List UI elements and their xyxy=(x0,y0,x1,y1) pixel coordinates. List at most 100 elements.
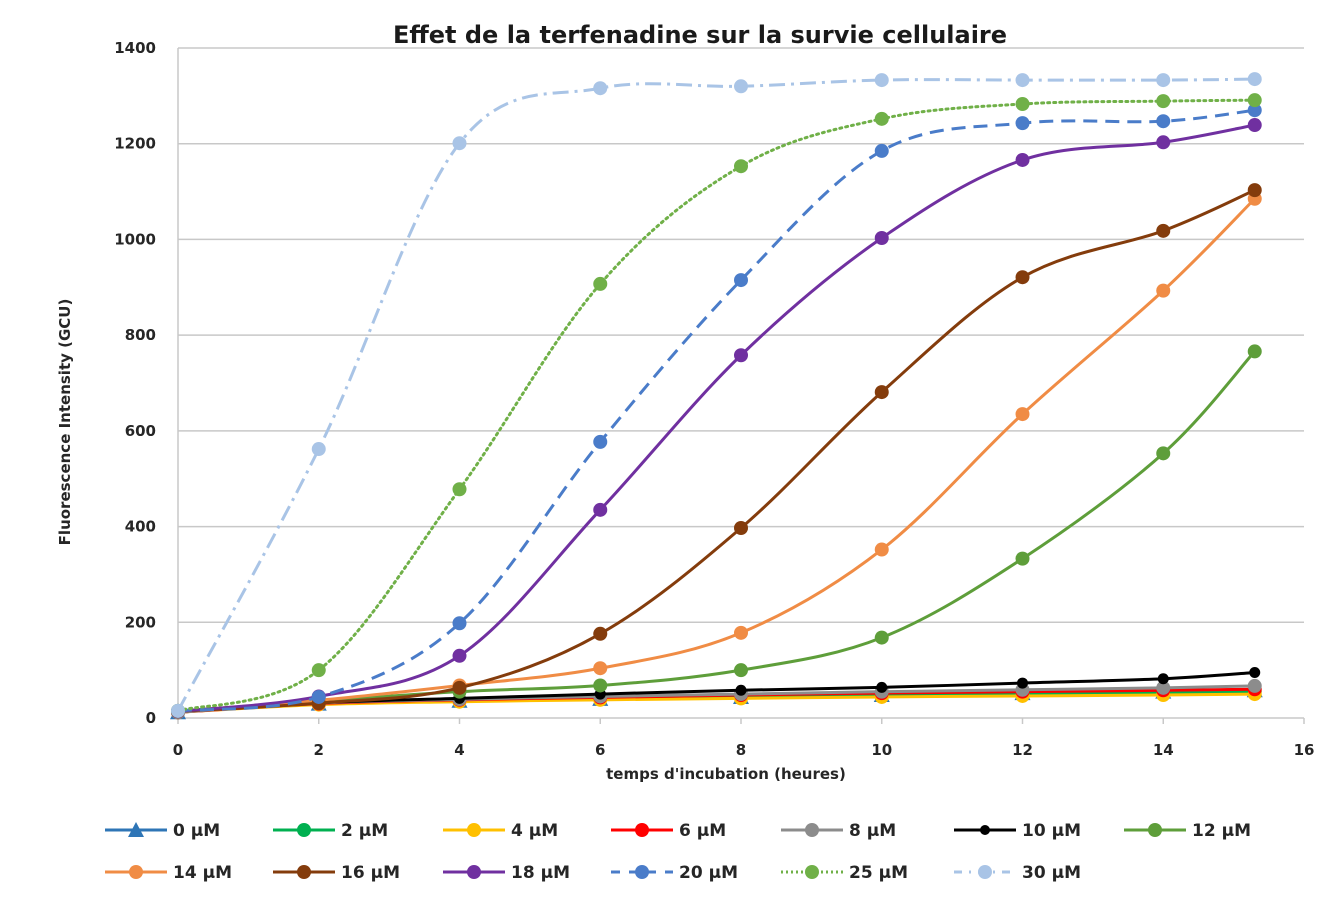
y-axis-label: Fluorescence Intensity (GCU) xyxy=(56,299,74,546)
data-point xyxy=(734,159,748,174)
data-point xyxy=(1156,94,1171,109)
x-tick-label: 2 xyxy=(314,741,324,759)
legend-item: 18 µM xyxy=(443,863,570,883)
data-point xyxy=(1247,118,1262,133)
data-point xyxy=(311,442,326,457)
data-point xyxy=(171,703,185,718)
legend-item: 2 µM xyxy=(273,821,388,841)
legend-label: 18 µM xyxy=(511,863,570,883)
y-tick-label: 600 xyxy=(125,422,156,440)
legend-label: 0 µM xyxy=(173,821,220,841)
data-point xyxy=(593,81,608,96)
series-group xyxy=(170,72,1263,720)
data-point xyxy=(297,823,311,837)
data-point xyxy=(452,482,467,497)
data-point xyxy=(1247,678,1262,693)
legend-label: 20 µM xyxy=(679,863,738,883)
data-point xyxy=(311,689,326,704)
data-point xyxy=(1156,283,1171,298)
data-point xyxy=(1015,407,1030,422)
legend-item: 10 µM xyxy=(954,821,1081,841)
legend-item: 8 µM xyxy=(781,821,896,841)
legend-item: 30 µM xyxy=(954,863,1081,883)
data-point xyxy=(874,111,889,126)
x-tick-label: 14 xyxy=(1153,741,1174,759)
data-point xyxy=(874,73,889,88)
data-point xyxy=(1015,152,1030,167)
data-point xyxy=(452,648,467,663)
data-point xyxy=(805,823,819,837)
series-line xyxy=(177,197,1256,713)
data-point xyxy=(734,663,748,678)
data-point xyxy=(805,865,819,879)
y-tick-label: 200 xyxy=(125,613,156,631)
data-point xyxy=(876,681,888,693)
legend-item: 25 µM xyxy=(781,863,908,883)
y-tick-label: 1000 xyxy=(114,230,156,248)
chart-title: Effet de la terfenadine sur la survie ce… xyxy=(393,21,1007,49)
data-point xyxy=(1015,73,1030,88)
data-point xyxy=(1156,446,1171,461)
data-point xyxy=(1156,135,1171,150)
legend-item: 6 µM xyxy=(611,821,726,841)
data-point xyxy=(593,626,608,641)
data-point xyxy=(593,661,608,676)
data-point xyxy=(1157,673,1169,685)
data-point xyxy=(1247,183,1262,198)
data-point xyxy=(452,616,467,631)
series-25-m xyxy=(171,93,1262,718)
data-point xyxy=(734,273,748,288)
series-30-m xyxy=(171,72,1262,718)
y-tick-label: 1200 xyxy=(114,135,156,153)
x-tick-label: 6 xyxy=(595,741,605,759)
data-point xyxy=(874,143,889,158)
data-point xyxy=(874,630,889,645)
x-tick-label: 16 xyxy=(1294,741,1315,759)
data-point xyxy=(1015,96,1030,111)
data-point xyxy=(452,680,467,695)
data-point xyxy=(311,663,326,678)
y-tick-label: 800 xyxy=(125,326,156,344)
data-point xyxy=(128,822,144,837)
axes xyxy=(177,48,1305,724)
legend-item: 12 µM xyxy=(1124,821,1251,841)
data-point xyxy=(1015,116,1030,131)
gridlines xyxy=(178,47,1304,624)
data-point xyxy=(980,825,990,835)
legend-item: 16 µM xyxy=(273,863,400,883)
data-point xyxy=(735,684,747,696)
data-point xyxy=(129,865,143,879)
y-tick-label: 1400 xyxy=(114,39,156,57)
data-point xyxy=(593,678,608,693)
x-tick-labels: 0 2 4 6 8 10 12 14 16 xyxy=(173,741,1315,759)
legend-label: 30 µM xyxy=(1022,863,1081,883)
data-point xyxy=(593,276,608,291)
data-point xyxy=(593,502,608,517)
x-tick-label: 12 xyxy=(1012,741,1033,759)
x-axis-label: temps d'incubation (heures) xyxy=(606,765,846,783)
legend-label: 14 µM xyxy=(173,863,232,883)
data-point xyxy=(734,348,748,363)
legend-label: 12 µM xyxy=(1192,821,1251,841)
data-point xyxy=(874,230,889,245)
series-line xyxy=(177,188,1256,713)
series-line xyxy=(177,350,1256,713)
legend-label: 10 µM xyxy=(1022,821,1081,841)
data-point xyxy=(297,865,311,879)
legend-item: 4 µM xyxy=(443,821,558,841)
series-14-m xyxy=(171,191,1262,719)
data-point xyxy=(874,385,889,400)
y-tick-labels: 0 200 400 600 800 1000 1200 1400 xyxy=(114,39,156,727)
data-point xyxy=(1148,823,1162,837)
data-point xyxy=(734,79,748,94)
data-point xyxy=(452,136,467,151)
data-point xyxy=(1015,551,1030,566)
legend-label: 8 µM xyxy=(849,821,896,841)
data-point xyxy=(874,542,889,557)
data-point xyxy=(467,865,481,879)
data-point xyxy=(1015,270,1030,285)
legend-label: 2 µM xyxy=(341,821,388,841)
x-tick-label: 0 xyxy=(173,741,183,759)
data-point xyxy=(1156,680,1171,695)
